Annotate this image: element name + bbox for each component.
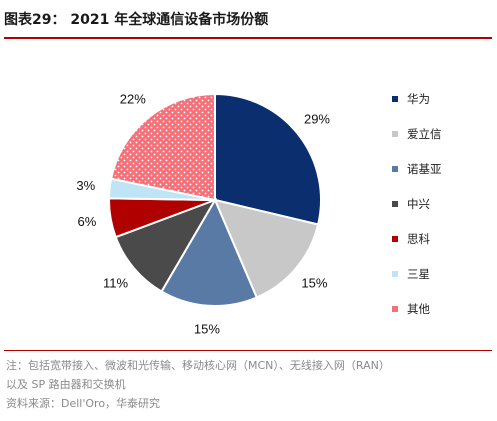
- legend-label: 其他: [407, 302, 430, 316]
- legend-label: 思科: [407, 232, 430, 246]
- pie-slice-3: [160, 197, 259, 307]
- legend-item-7: 其他: [392, 302, 442, 316]
- legend-item-3: 诺基亚: [392, 162, 442, 176]
- note-line-1: 注：包括宽带接入、微波和光传输、移动核心网（MCN）、无线接入网（RAN）: [6, 359, 390, 372]
- pie-label-7: 22%: [120, 91, 146, 106]
- source-line: 资料来源：Dell'Oro，华泰研究: [6, 397, 161, 410]
- pie-slice-7: [109, 92, 216, 202]
- legend-label: 华为: [407, 92, 430, 106]
- pie-label-4: 11%: [103, 276, 128, 291]
- legend-swatch: [392, 306, 398, 312]
- notes: 注：包括宽带接入、微波和光传输、移动核心网（MCN）、无线接入网（RAN） 以及…: [6, 356, 494, 413]
- legend-item-5: 思科: [392, 232, 442, 246]
- legend-swatch: [392, 166, 398, 172]
- legend-swatch: [392, 96, 398, 102]
- legend-swatch: [392, 131, 398, 137]
- legend-label: 诺基亚: [407, 162, 442, 176]
- legend: 华为爱立信诺基亚中兴思科三星其他: [392, 92, 442, 337]
- pie-slice-2: [213, 198, 320, 299]
- pie-slice-4: [114, 198, 218, 293]
- pie-label-5: 6%: [77, 214, 96, 229]
- pie-label-2: 15%: [301, 276, 327, 291]
- pie-chart: 29% 15% 15% 11% 6% 3% 22%: [76, 91, 330, 336]
- legend-swatch: [392, 236, 398, 242]
- pie-slice-1: [214, 92, 322, 226]
- pie-slices: [107, 92, 322, 307]
- legend-swatch: [392, 201, 398, 207]
- bottom-rule: [4, 350, 492, 351]
- pie-label-3: 15%: [194, 322, 220, 337]
- legend-label: 中兴: [407, 197, 430, 211]
- title-rule: [4, 37, 492, 39]
- legend-label: 三星: [407, 267, 430, 281]
- pie-label-1: 29%: [304, 111, 330, 126]
- legend-label: 爱立信: [407, 127, 442, 141]
- pie-label-6: 3%: [76, 178, 95, 193]
- legend-swatch: [392, 271, 398, 277]
- legend-item-4: 中兴: [392, 197, 442, 211]
- legend-item-6: 三星: [392, 267, 442, 281]
- legend-item-2: 爱立信: [392, 127, 442, 141]
- pie-labels: 29% 15% 15% 11% 6% 3% 22%: [76, 91, 330, 336]
- figure-title: 图表29： 2021 年全球通信设备市场份额: [4, 12, 269, 28]
- legend-item-1: 华为: [392, 92, 442, 106]
- note-line-2: 以及 SP 路由器和交换机: [6, 378, 126, 391]
